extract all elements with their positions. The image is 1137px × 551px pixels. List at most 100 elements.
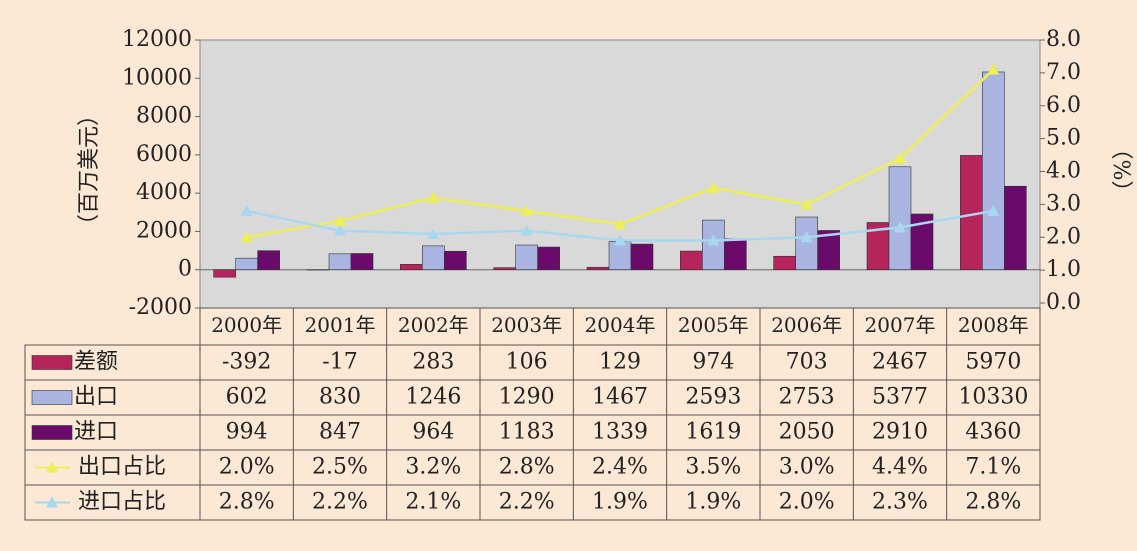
- bar: [724, 238, 747, 271]
- legend-label: 差额: [74, 350, 118, 375]
- table-cell: 974: [692, 350, 734, 375]
- table-cell: 3.2%: [405, 455, 461, 480]
- table-cell: 1183: [499, 420, 555, 445]
- bar: [350, 253, 374, 271]
- legend-label: 进口占比: [78, 490, 166, 515]
- marker: [800, 198, 813, 210]
- table-cell: 2.8%: [965, 490, 1021, 515]
- bar: [680, 250, 703, 271]
- bar: [817, 230, 840, 271]
- y-tick-label: 2000: [136, 218, 192, 243]
- y-tick-label: 0: [178, 257, 192, 282]
- marker: [800, 231, 813, 243]
- y-tick-label: 12000: [122, 27, 192, 52]
- y2-tick-label: 8.0: [1046, 27, 1081, 52]
- legend-swatch: [31, 390, 73, 405]
- table-cell: 830: [319, 385, 361, 410]
- y-tick-label: 4000: [136, 180, 192, 205]
- bar: [422, 245, 445, 271]
- bar: [630, 243, 654, 271]
- y-tick-label: 8000: [136, 104, 192, 129]
- marker: [707, 234, 720, 246]
- bar: [257, 250, 280, 271]
- x-tick-label: 2003年: [491, 313, 562, 337]
- bar: [235, 257, 258, 271]
- table-cell: 2050: [779, 420, 835, 445]
- bar: [493, 267, 516, 271]
- table-cell: -17: [322, 350, 357, 375]
- legend-swatch: [46, 496, 58, 508]
- y-tick-label: 10000: [122, 65, 192, 90]
- y2-tick-label: 7.0: [1046, 60, 1081, 85]
- bar: [888, 166, 912, 271]
- x-tick-label: 2008年: [958, 313, 1029, 337]
- y-tick-label: -2000: [129, 295, 192, 320]
- table-cell: -392: [222, 350, 271, 375]
- table-cell: 2910: [872, 420, 928, 445]
- table-cell: 2.8%: [219, 490, 275, 515]
- marker: [614, 218, 626, 230]
- y-axis-label: （百万美元）: [77, 104, 102, 236]
- marker: [334, 214, 346, 226]
- table-cell: 129: [599, 350, 641, 375]
- table-cell: 3.0%: [779, 455, 835, 480]
- table-cell: 4360: [965, 420, 1021, 445]
- bar: [795, 216, 818, 271]
- bar: [982, 71, 1005, 271]
- marker: [427, 227, 440, 239]
- marker: [987, 63, 1000, 75]
- table-cell: 2593: [685, 385, 741, 410]
- marker: [894, 221, 906, 233]
- table-cell: 1290: [499, 385, 555, 410]
- legend-swatch: [46, 461, 58, 473]
- table-cell: 3.5%: [685, 455, 741, 480]
- table-cell: 5970: [965, 350, 1021, 375]
- table-cell: 2.4%: [592, 455, 648, 480]
- bar: [586, 266, 610, 271]
- table-cell: 2.8%: [499, 455, 555, 480]
- table-cell: 283: [412, 350, 454, 375]
- table-cell: 1.9%: [685, 490, 741, 515]
- x-tick-label: 2004年: [585, 313, 656, 337]
- x-tick-label: 2001年: [305, 313, 376, 337]
- table-cell: 703: [786, 350, 828, 375]
- legend-label: 出口占比: [78, 455, 166, 480]
- table-cell: 2.2%: [312, 490, 368, 515]
- marker: [240, 231, 253, 243]
- legend-swatch: [31, 355, 73, 370]
- marker: [240, 204, 253, 216]
- bar: [213, 269, 236, 278]
- marker: [520, 204, 533, 216]
- table-cell: 602: [226, 385, 268, 410]
- table-cell: 10330: [958, 385, 1028, 410]
- y2-tick-label: 0.0: [1046, 290, 1081, 315]
- y2-tick-label: 3.0: [1046, 191, 1081, 216]
- bar: [537, 246, 560, 271]
- bar: [910, 213, 934, 271]
- x-tick-label: 2007年: [865, 313, 936, 337]
- legend-label: 进口: [74, 420, 118, 445]
- table-cell: 2.0%: [779, 490, 835, 515]
- table-cell: 2.3%: [872, 490, 928, 515]
- marker: [987, 204, 1000, 216]
- bar: [400, 263, 423, 271]
- table-cell: 106: [506, 350, 548, 375]
- table-cell: 994: [226, 420, 268, 445]
- marker: [707, 181, 720, 193]
- y2-tick-label: 6.0: [1046, 93, 1081, 118]
- table-cell: 7.1%: [965, 455, 1021, 480]
- legend-swatch: [31, 425, 73, 440]
- bar: [444, 250, 467, 271]
- bar: [515, 244, 538, 271]
- table-cell: 1619: [685, 420, 741, 445]
- y2-tick-label: 2.0: [1046, 224, 1081, 249]
- x-tick-label: 2002年: [398, 313, 469, 337]
- legend-label: 出口: [74, 385, 118, 410]
- x-tick-label: 2005年: [678, 313, 749, 337]
- table-cell: 2753: [779, 385, 835, 410]
- table-cell: 2.0%: [219, 455, 275, 480]
- table-cell: 2.5%: [312, 455, 368, 480]
- bar: [328, 253, 352, 271]
